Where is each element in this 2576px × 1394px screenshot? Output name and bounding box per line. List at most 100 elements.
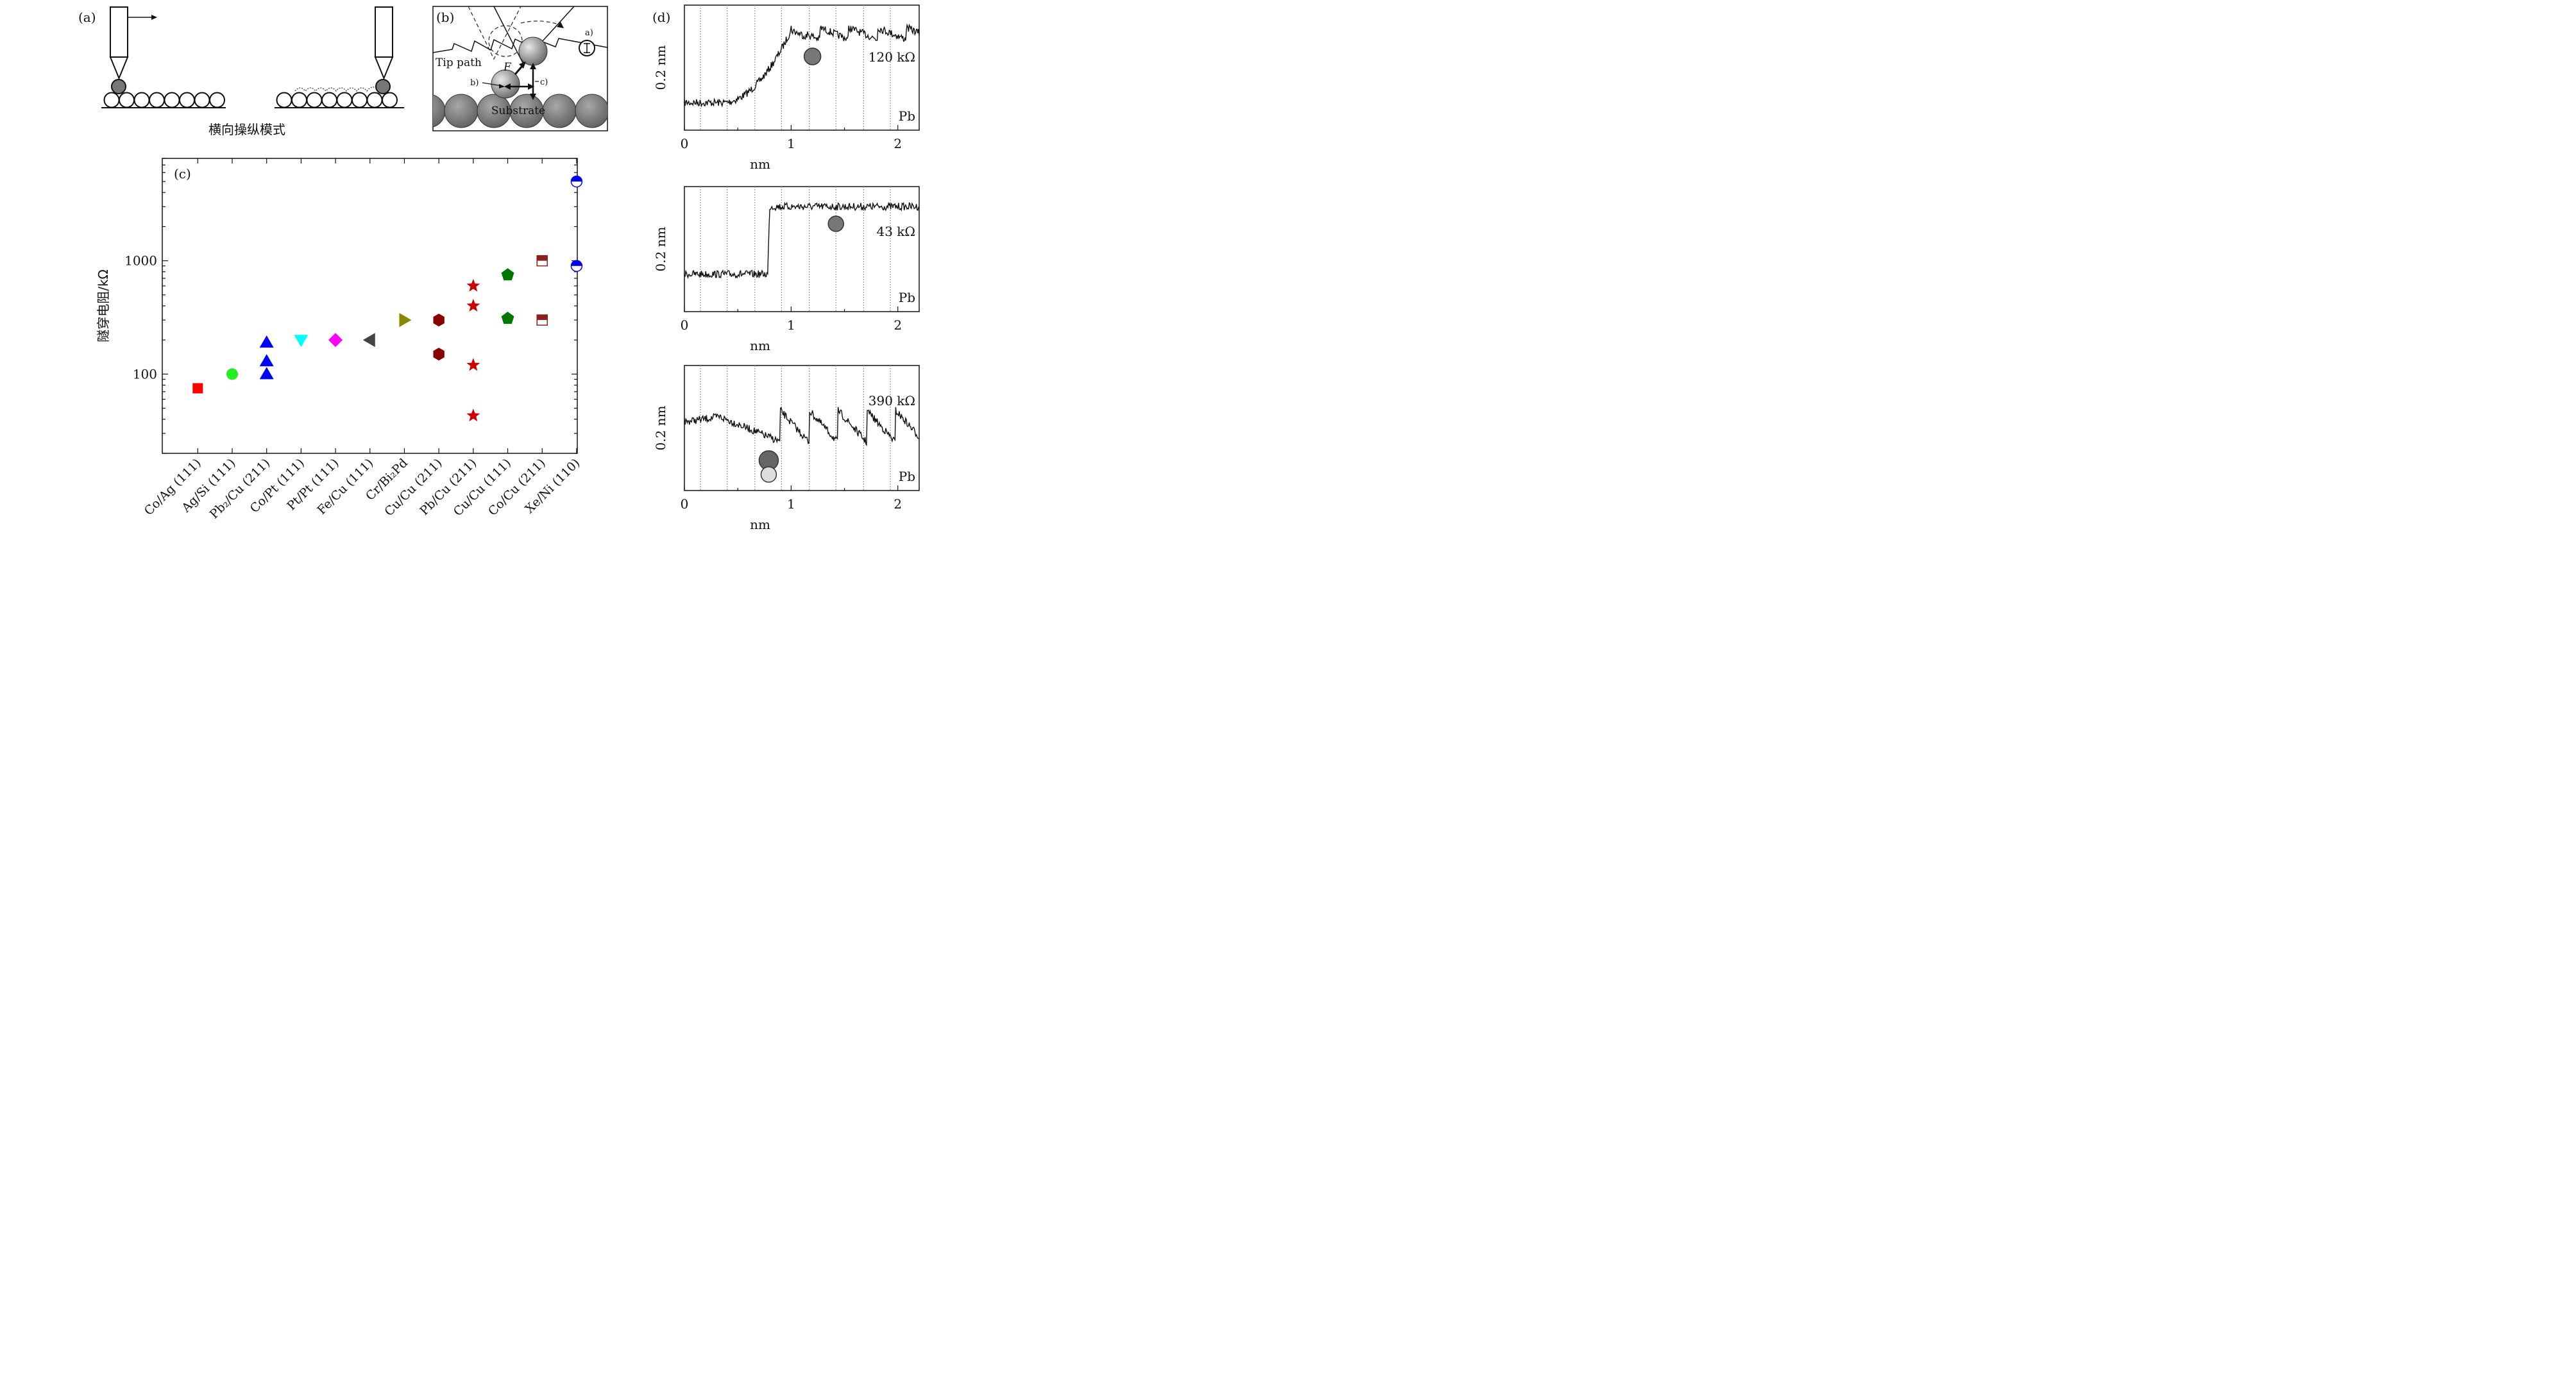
- panel-a-caption: 横向操纵模式: [208, 122, 285, 137]
- material-label: Pb: [899, 108, 915, 124]
- force-label: F: [503, 61, 512, 74]
- substrate-atom: [164, 92, 180, 108]
- y-tick-labels: 100 1000: [124, 253, 157, 382]
- data-point: [501, 268, 514, 281]
- x-tick-label: 2: [894, 136, 902, 151]
- substrate-atom: [321, 92, 337, 108]
- substrate-atom: [366, 92, 383, 108]
- tip-path-sawtooth: [433, 38, 607, 53]
- y-axis-label: 0.2 nm: [653, 405, 668, 450]
- x-tick-label: 1: [787, 136, 795, 151]
- annot-a-label: a): [585, 28, 593, 38]
- tip-outline-dashed: [468, 6, 521, 60]
- x-axis-ticks: [197, 158, 577, 453]
- data-point: [466, 358, 480, 371]
- substrate-atom: [444, 94, 479, 128]
- height-trace: [684, 23, 920, 108]
- substrate-atom: [542, 94, 577, 128]
- data-point: [433, 348, 445, 361]
- data-point: [536, 314, 548, 326]
- data-point: [226, 368, 238, 380]
- data-point: [294, 335, 309, 348]
- x-tick-label: 0: [681, 317, 689, 333]
- annot-b-label: b): [470, 78, 479, 88]
- substrate-atom: [306, 92, 323, 108]
- adatom-lower-icon: [760, 466, 777, 483]
- annot-c-label: c): [540, 78, 548, 87]
- x-category-label: Pb₂/Cu (211): [207, 456, 273, 521]
- data-point: [433, 314, 445, 327]
- substrate-atom: [119, 92, 135, 108]
- panel-c-resistance-chart: (c) 100 1000 Co/Ag (111)Ag/Si (111)Pb₂/Cu…: [96, 158, 582, 521]
- substrate-atom: [149, 92, 165, 108]
- substrate-atom: [209, 92, 225, 108]
- adatom-icon: [803, 47, 822, 65]
- x-tick-label: 0: [681, 136, 689, 151]
- substrate-atom: [276, 92, 292, 108]
- x-tick-label: 2: [894, 496, 902, 512]
- x-tick-label: 2: [894, 317, 902, 333]
- data-point: [570, 260, 583, 272]
- data-point: [328, 333, 343, 348]
- trace-plot: 120 kΩ Pb 0 1 2 nm 0.2 nm: [653, 4, 920, 172]
- panel-d-label: (d): [652, 10, 670, 25]
- panel-a-label: (a): [78, 10, 96, 25]
- x-axis-label: nm: [750, 156, 770, 172]
- adatom-right: [375, 79, 391, 94]
- tip-path-label: Tip path: [436, 56, 482, 69]
- b-pointer: [482, 82, 503, 87]
- move-arrow: [128, 15, 157, 20]
- curved-arrow: [520, 21, 563, 26]
- force-arrow: [514, 62, 526, 75]
- y-axis-label: 隧穿电阻/kΩ: [96, 269, 111, 342]
- adatom-icon: [827, 215, 844, 232]
- trace-plot: 43 kΩ Pb 0 1 2 nm 0.2 nm: [653, 186, 920, 353]
- data-point: [259, 335, 274, 348]
- data-markers: [192, 175, 583, 422]
- adatom-upper: [518, 37, 548, 66]
- stm-tip-right: [374, 6, 394, 80]
- x-axis-label: nm: [750, 338, 770, 353]
- panel-d-height-traces: (d) 120 kΩ Pb 0 1 2 nm 0.2 nm 43 kΩ Pb 0 1 2 nm 0.2 n…: [652, 4, 920, 532]
- substrate-atom: [133, 92, 150, 108]
- data-point: [399, 313, 412, 328]
- data-point: [570, 175, 583, 188]
- data-point: [259, 354, 274, 367]
- dotted-tip-path: [294, 87, 377, 92]
- x-category-labels: Co/Ag (111)Ag/Si (111)Pb₂/Cu (211)Co/Pt …: [142, 456, 583, 521]
- substrate-atom: [103, 92, 120, 108]
- material-label: Pb: [899, 290, 915, 305]
- data-point: [466, 299, 480, 312]
- y-tick-label: 1000: [124, 253, 157, 269]
- x-tick-label: 1: [787, 496, 795, 512]
- x-tick-label: 1: [787, 317, 795, 333]
- substrate-atom: [575, 94, 607, 128]
- height-arrow: [530, 63, 536, 100]
- trace-frame: [684, 4, 920, 131]
- data-point: [362, 333, 375, 348]
- x-tick-label: 0: [681, 496, 689, 512]
- substrate-atom: [352, 92, 368, 108]
- resistance-label: 120 kΩ: [869, 49, 915, 65]
- substrate-atoms-left: [103, 92, 225, 108]
- data-point: [501, 312, 514, 324]
- figure: (a) 横向操纵模式: [78, 4, 920, 532]
- substrate-atom: [179, 92, 195, 108]
- substrate-atom: [291, 92, 307, 108]
- panel-b-label: (b): [436, 10, 454, 25]
- x-axis-label: nm: [750, 517, 770, 532]
- substrate-atom: [194, 92, 210, 108]
- plot-area: [162, 158, 578, 454]
- panel-c-label: (c): [174, 166, 191, 181]
- substrate-atom: [382, 92, 398, 108]
- resistance-label: 390 kΩ: [869, 393, 915, 408]
- trace-plot: 390 kΩ Pb 0 1 2 nm 0.2 nm: [653, 365, 920, 532]
- data-point: [536, 255, 548, 267]
- resistance-label: 43 kΩ: [876, 224, 915, 239]
- substrate-atom: [336, 92, 353, 108]
- y-tick-label: 100: [133, 366, 157, 382]
- dashed-circle: [488, 25, 523, 57]
- height-trace: [684, 407, 920, 447]
- y-axis-label: 0.2 nm: [653, 45, 668, 90]
- data-point: [466, 408, 480, 422]
